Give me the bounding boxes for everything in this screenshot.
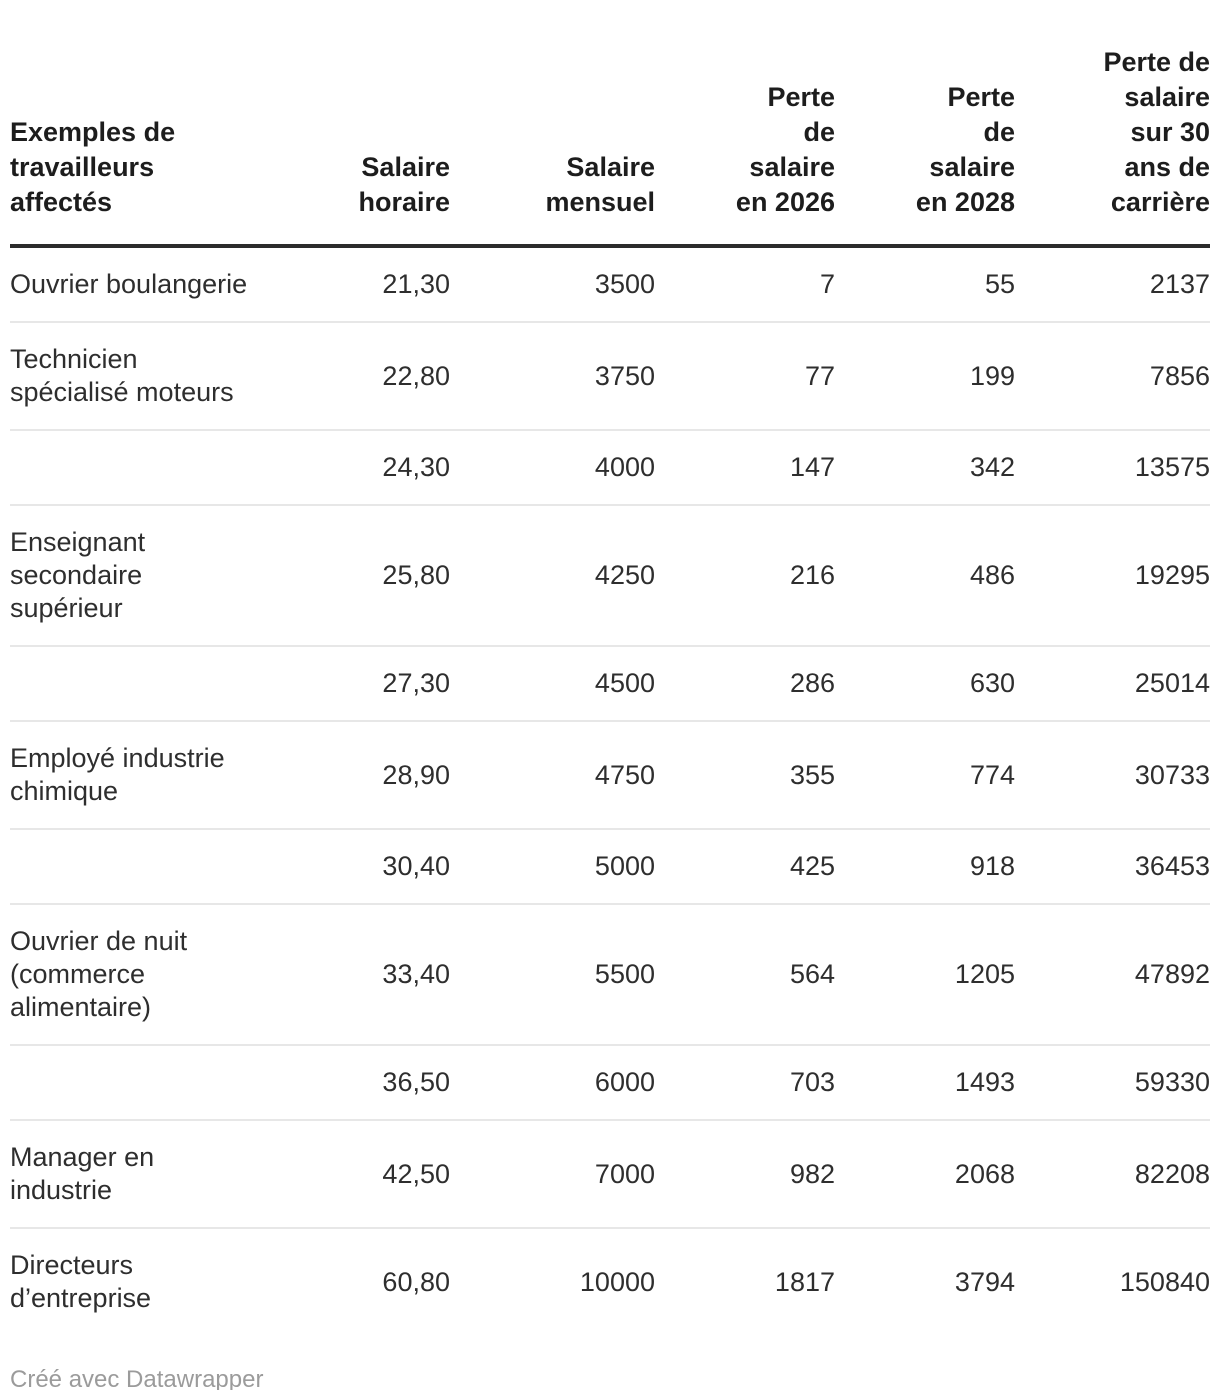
cell-monthly-salary: 6000 — [450, 1045, 655, 1121]
cell-loss-2026: 286 — [655, 646, 835, 722]
cell-loss-30-years: 7856 — [1015, 322, 1210, 431]
cell-worker: Enseignant secondaire supérieur — [10, 505, 340, 647]
cell-worker — [10, 646, 340, 722]
table-row: 27,30 4500 286 630 25014 — [10, 646, 1210, 722]
cell-loss-2026: 425 — [655, 829, 835, 905]
column-header-hourly-salary: Salaire horaire — [340, 0, 450, 248]
cell-loss-2026: 1817 — [774, 1266, 835, 1297]
cell-loss-30-years: 2137 — [1015, 246, 1210, 323]
cell-monthly-salary: 4750 — [450, 721, 655, 830]
cell-loss-30-years: 47892 — [1015, 904, 1210, 1046]
column-header-monthly-salary: Salaire mensuel — [450, 0, 655, 248]
table-row: 36,50 6000 703 1493 59330 — [10, 1045, 1210, 1121]
header-row: Exemples de travailleurs affectés Salair… — [10, 0, 1210, 248]
table-row: Directeurs d’entreprise 60,80 10000 1817… — [10, 1228, 1210, 1335]
table-row: Ouvrier boulangerie 21,30 3500 7 55 2137 — [10, 246, 1210, 323]
cell-loss-2028: 3794 — [954, 1266, 1015, 1297]
cell-monthly-salary: 5000 — [450, 829, 655, 905]
cell-loss-2028: 486 — [835, 505, 1015, 647]
cell-monthly-salary: 10000 — [579, 1266, 655, 1297]
cell-hourly-salary: 30,40 — [340, 829, 450, 905]
cell-loss-30-years: 30733 — [1015, 721, 1210, 830]
cell-loss-2028: 918 — [835, 829, 1015, 905]
cell-worker — [10, 430, 340, 506]
cell-loss-2028: 199 — [835, 322, 1015, 431]
salary-loss-table: Exemples de travailleurs affectés Salair… — [10, 0, 1210, 1335]
cell-hourly-salary: 60,80 — [382, 1266, 450, 1297]
datawrapper-credit: Créé avec Datawrapper — [10, 1366, 264, 1390]
table-row: Ouvrier de nuit (commerce alimentaire) 3… — [10, 904, 1210, 1046]
table-row: 24,30 4000 147 342 13575 — [10, 430, 1210, 506]
cell-worker: Employé industrie chimique — [10, 721, 340, 830]
cell-loss-2026: 355 — [655, 721, 835, 830]
column-header-loss-2028: Perte de salaire en 2028 — [835, 0, 1015, 248]
cell-worker: Ouvrier de nuit (commerce alimentaire) — [10, 904, 340, 1046]
cell-monthly-salary: 5500 — [450, 904, 655, 1046]
cell-loss-2028: 55 — [835, 246, 1015, 323]
cell-loss-30-years: 82208 — [1015, 1120, 1210, 1229]
cell-hourly-salary: 33,40 — [340, 904, 450, 1046]
cell-loss-30-years: 25014 — [1015, 646, 1210, 722]
cell-loss-30-years: 13575 — [1015, 430, 1210, 506]
cell-loss-2028: 774 — [835, 721, 1015, 830]
cell-loss-2026: 216 — [655, 505, 835, 647]
cell-hourly-salary: 25,80 — [340, 505, 450, 647]
cell-loss-30-years: 36453 — [1015, 829, 1210, 905]
cell-loss-2028: 1493 — [835, 1045, 1015, 1121]
cell-monthly-salary: 7000 — [450, 1120, 655, 1229]
cell-hourly-salary: 36,50 — [340, 1045, 450, 1121]
cell-loss-2028: 1205 — [835, 904, 1015, 1046]
cell-loss-2026: 982 — [655, 1120, 835, 1229]
cell-monthly-salary: 4250 — [450, 505, 655, 647]
cell-monthly-salary: 4500 — [450, 646, 655, 722]
cell-loss-30-years: 150840 — [1119, 1266, 1210, 1297]
cell-hourly-salary: 28,90 — [340, 721, 450, 830]
cell-loss-2026: 703 — [655, 1045, 835, 1121]
table-row: Manager en industrie 42,50 7000 982 2068… — [10, 1120, 1210, 1229]
cell-loss-30-years: 19295 — [1015, 505, 1210, 647]
cell-hourly-salary: 42,50 — [340, 1120, 450, 1229]
cell-loss-2026: 7 — [655, 246, 835, 323]
cell-loss-2026: 564 — [655, 904, 835, 1046]
cell-hourly-salary: 24,30 — [340, 430, 450, 506]
cell-hourly-salary: 22,80 — [340, 322, 450, 431]
table-row: Employé industrie chimique 28,90 4750 35… — [10, 721, 1210, 830]
cell-loss-2026: 77 — [655, 322, 835, 431]
cell-loss-2028: 630 — [835, 646, 1015, 722]
table-row: Enseignant secondaire supérieur 25,80 42… — [10, 505, 1210, 647]
cell-worker: Ouvrier boulangerie — [10, 246, 340, 323]
cell-loss-30-years: 59330 — [1015, 1045, 1210, 1121]
table-row: 30,40 5000 425 918 36453 — [10, 829, 1210, 905]
column-header-loss-30-years: Perte de salaire sur 30 ans de carrière — [1015, 0, 1210, 248]
cell-worker — [10, 1045, 340, 1121]
cell-worker: Manager en industrie — [10, 1120, 340, 1229]
cell-monthly-salary: 4000 — [450, 430, 655, 506]
cell-worker: Directeurs d’entreprise — [10, 1250, 152, 1313]
cell-hourly-salary: 27,30 — [340, 646, 450, 722]
column-header-workers: Exemples de travailleurs affectés — [10, 0, 340, 248]
column-header-loss-2026: Perte de salaire en 2026 — [655, 0, 835, 248]
cell-worker — [10, 829, 340, 905]
cell-monthly-salary: 3750 — [450, 322, 655, 431]
cell-monthly-salary: 3500 — [450, 246, 655, 323]
cell-loss-2026: 147 — [655, 430, 835, 506]
cell-loss-2028: 2068 — [835, 1120, 1015, 1229]
cell-hourly-salary: 21,30 — [340, 246, 450, 323]
cell-worker: Technicien spécialisé moteurs — [10, 322, 340, 431]
table-row: Technicien spécialisé moteurs 22,80 3750… — [10, 322, 1210, 431]
cell-loss-2028: 342 — [835, 430, 1015, 506]
